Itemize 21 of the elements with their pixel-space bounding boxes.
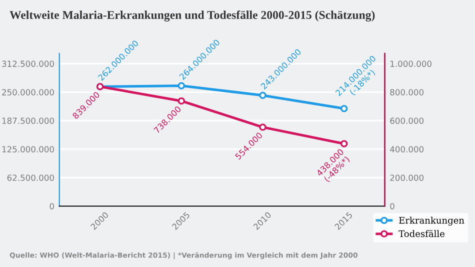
point [178,97,186,105]
point [178,82,186,90]
y2-tick-label: 200.000 [390,174,424,181]
y-tick-label: 0 [50,203,54,210]
y2-tick-label: 800.000 [390,89,424,96]
y2-tick-label: 1.000.000 [390,60,432,67]
y-tick-label: 187.500.000 [2,118,54,124]
y2-tick-label: 400.000 [390,146,424,152]
legend-label: Todesfälle [398,230,444,238]
y-tick-label: 312.500.000 [2,60,54,67]
legend-label: Erkrankungen [399,216,464,226]
y2-tick-label: 600.000 [390,118,424,124]
point [340,104,348,112]
y-tick-label: 125.000.000 [2,146,54,152]
y-tick-label: 250.000.000 [2,89,54,96]
y2-tick-label: 0 [390,203,394,210]
point [259,124,266,131]
point [259,92,266,99]
y-tick-label: 62.500.000 [7,174,54,181]
point [340,140,348,148]
chart-title: Weltweite Malaria-Erkrankungen und Todesfälle 2000-2015 (Schätzung) [10,10,375,22]
